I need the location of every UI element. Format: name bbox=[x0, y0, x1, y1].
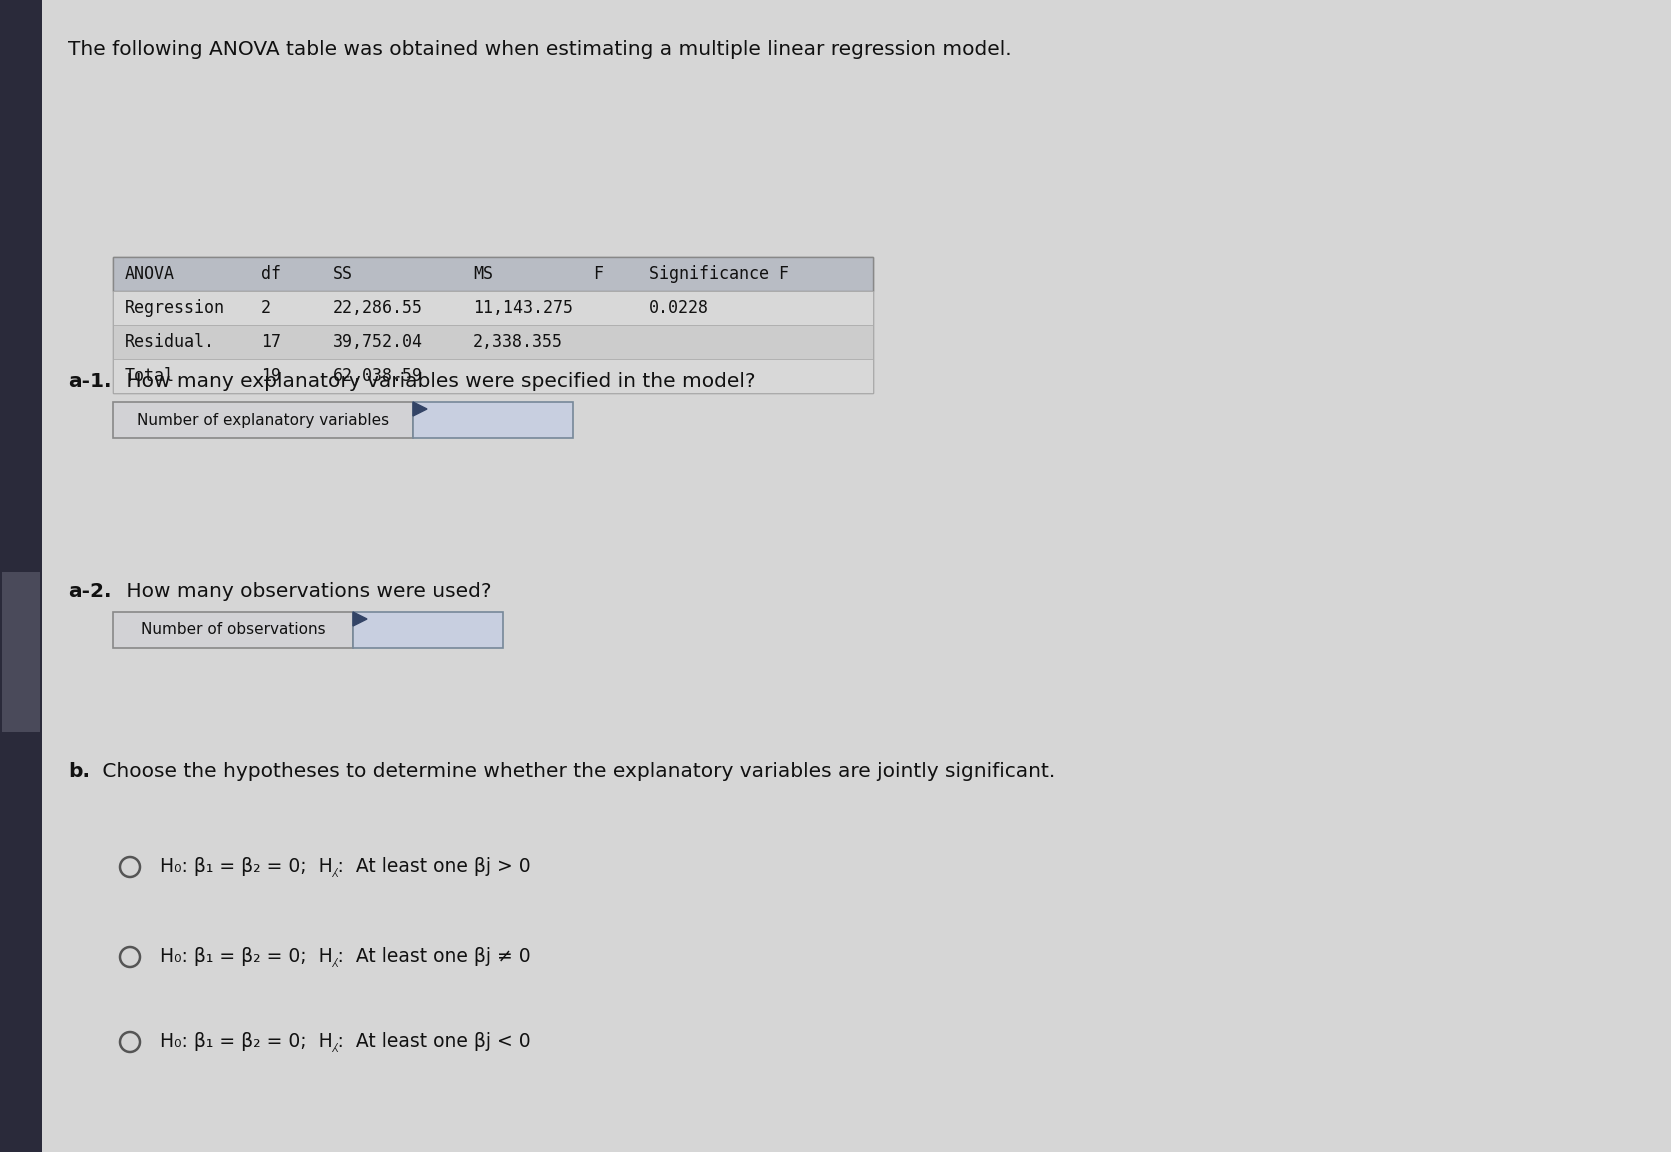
Bar bbox=[0, 0, 42, 1152]
Bar bbox=[2, 573, 40, 732]
Text: Regression: Regression bbox=[125, 300, 226, 317]
Text: H₀: β₁ = β₂ = 0;  H⁁:  At least one βj > 0: H₀: β₁ = β₂ = 0; H⁁: At least one βj > 0 bbox=[160, 857, 531, 877]
Bar bbox=[114, 402, 413, 438]
Text: How many observations were used?: How many observations were used? bbox=[120, 582, 491, 601]
Text: Number of observations: Number of observations bbox=[140, 622, 326, 637]
Text: a-2.: a-2. bbox=[69, 582, 112, 601]
Text: Total: Total bbox=[125, 367, 175, 385]
Bar bbox=[114, 257, 872, 393]
Text: 19: 19 bbox=[261, 367, 281, 385]
Bar bbox=[114, 325, 872, 359]
Text: 11,143.275: 11,143.275 bbox=[473, 300, 573, 317]
Text: ANOVA: ANOVA bbox=[125, 265, 175, 283]
Polygon shape bbox=[413, 402, 428, 416]
Bar bbox=[353, 612, 503, 647]
Text: Significance F: Significance F bbox=[648, 265, 789, 283]
Bar bbox=[114, 291, 872, 325]
Text: H₀: β₁ = β₂ = 0;  H⁁:  At least one βj < 0: H₀: β₁ = β₂ = 0; H⁁: At least one βj < 0 bbox=[160, 1032, 531, 1052]
Polygon shape bbox=[353, 612, 368, 626]
Text: 62,038.59: 62,038.59 bbox=[333, 367, 423, 385]
Text: Choose the hypotheses to determine whether the explanatory variables are jointly: Choose the hypotheses to determine wheth… bbox=[95, 761, 1056, 781]
Text: 2: 2 bbox=[261, 300, 271, 317]
Text: b.: b. bbox=[69, 761, 90, 781]
Text: 17: 17 bbox=[261, 333, 281, 351]
Bar bbox=[114, 257, 872, 291]
Text: H₀: β₁ = β₂ = 0;  H⁁:  At least one βj ≠ 0: H₀: β₁ = β₂ = 0; H⁁: At least one βj ≠ 0 bbox=[160, 947, 531, 967]
Text: SS: SS bbox=[333, 265, 353, 283]
Text: F: F bbox=[593, 265, 603, 283]
Text: 22,286.55: 22,286.55 bbox=[333, 300, 423, 317]
Text: 2,338.355: 2,338.355 bbox=[473, 333, 563, 351]
Text: Number of explanatory variables: Number of explanatory variables bbox=[137, 412, 389, 427]
Text: 39,752.04: 39,752.04 bbox=[333, 333, 423, 351]
Text: a-1.: a-1. bbox=[69, 372, 112, 391]
Text: Residual.: Residual. bbox=[125, 333, 216, 351]
Text: MS: MS bbox=[473, 265, 493, 283]
Text: df: df bbox=[261, 265, 281, 283]
Text: How many explanatory variables were specified in the model?: How many explanatory variables were spec… bbox=[120, 372, 755, 391]
Bar bbox=[413, 402, 573, 438]
Bar bbox=[114, 359, 872, 393]
Text: 0.0228: 0.0228 bbox=[648, 300, 709, 317]
Bar bbox=[114, 612, 353, 647]
Text: The following ANOVA table was obtained when estimating a multiple linear regress: The following ANOVA table was obtained w… bbox=[69, 40, 1011, 59]
